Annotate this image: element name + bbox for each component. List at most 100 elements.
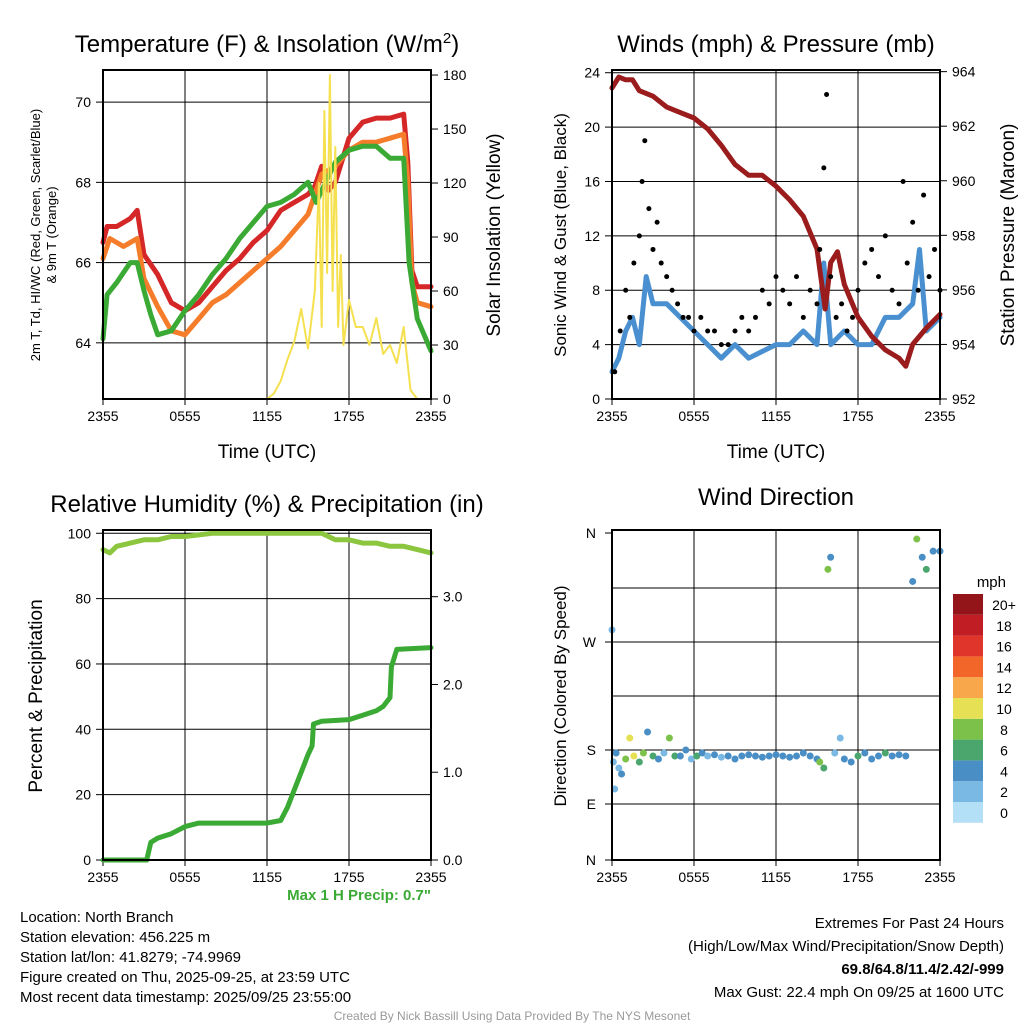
wind-direction-point <box>724 752 732 760</box>
info-elevation: Station elevation: 456.225 m <box>20 929 210 946</box>
x-tick-label: 2355 <box>415 408 446 424</box>
series-gust-point <box>746 328 752 334</box>
series-solar-insolation-line <box>102 74 432 400</box>
series-gust-point <box>759 287 765 293</box>
series-gust-point <box>821 165 827 171</box>
y-tick-label-right: 150 <box>443 121 467 137</box>
y-tick-label-left: 12 <box>584 228 600 244</box>
series-gust-point <box>780 287 786 293</box>
legend-swatch <box>953 677 983 698</box>
wind-chart-title: Winds (mph) & Pressure (mb) <box>617 31 934 58</box>
series-gust-point <box>921 192 927 198</box>
legend-swatch <box>953 594 983 615</box>
legend-swatch <box>953 614 983 636</box>
wind-direction-point <box>665 734 673 742</box>
wind-direction-point <box>779 752 787 760</box>
temp-ylabel-left2: & 9m T (Orange) <box>44 186 59 283</box>
x-tick-label: 2355 <box>596 408 627 424</box>
y-tick-label-right: 954 <box>952 336 976 352</box>
y-tick-label-left: 20 <box>75 787 91 803</box>
legend-label: 20+ <box>992 597 1016 613</box>
x-tick-label: 1755 <box>842 869 873 885</box>
y-tick-label-right: 964 <box>952 64 976 80</box>
credit: Created By Nick Bassill Using Data Provi… <box>334 1009 691 1023</box>
x-tick-label: 0555 <box>169 869 200 885</box>
x-tick-label: 1755 <box>333 869 364 885</box>
legend-label: 10 <box>996 701 1012 717</box>
x-tick-label: 1755 <box>842 408 873 424</box>
x-tick-label: 2355 <box>87 408 118 424</box>
wind-direction-point <box>772 751 780 759</box>
legend-swatch <box>953 718 983 740</box>
y-tick-label-right: 30 <box>443 337 459 353</box>
wind-direction-point <box>840 755 848 763</box>
info-created: Figure created on Thu, 2025-09-25, at 23… <box>20 969 350 986</box>
legend-label: 18 <box>996 618 1012 634</box>
series-gust-point <box>675 301 681 307</box>
series-gust-point <box>800 314 806 320</box>
wind-direction-point <box>622 755 630 763</box>
wind-direction-point <box>827 553 835 561</box>
y-tick-label-right: 2.0 <box>443 676 463 692</box>
temp-ylabel-left: 2m T, Td, HI/WC (Red, Green, Scarlet/Blu… <box>28 109 43 361</box>
wind-direction-point <box>687 755 695 763</box>
wind-direction-point <box>676 752 684 760</box>
panel-2: 2355 0555 1155 1755 23550204060801000.01.02.… <box>68 525 463 885</box>
wind-direction-point <box>758 753 766 761</box>
winddir-ylabel: Direction (Colored By Speed) <box>551 585 570 806</box>
y-tick-label-right: 956 <box>952 282 976 298</box>
wind-direction-point <box>895 751 903 759</box>
wind-direction-point <box>786 753 794 761</box>
plot-frame <box>102 69 432 400</box>
y-tick-label-right: 60 <box>443 283 459 299</box>
series-gust-point <box>824 91 830 97</box>
series-gust-point <box>654 219 660 225</box>
wind-direction-point <box>918 553 926 561</box>
series-gust-point <box>932 246 938 252</box>
wind-direction-point <box>693 752 701 760</box>
wind-direction-point <box>649 752 657 760</box>
wind-direction-point <box>704 752 712 760</box>
wind-direction-point <box>875 752 882 760</box>
series-gust-point <box>876 274 881 280</box>
wind-direction-point <box>630 752 638 760</box>
y-tick-label-right: 0.0 <box>443 852 463 868</box>
series-gust-point <box>691 328 697 334</box>
plot-frame <box>102 529 432 861</box>
legend-swatch <box>953 802 983 823</box>
y-tick-label-left: 66 <box>75 255 91 271</box>
series-gust-point <box>623 287 629 293</box>
series-gust-point <box>627 314 633 320</box>
x-tick-label: 0555 <box>169 408 200 424</box>
wind-direction-point <box>854 752 862 760</box>
series-gust-point <box>612 369 618 375</box>
y-tick-label: S <box>587 742 596 758</box>
plot-frame <box>611 69 941 400</box>
info-location: Location: North Branch <box>20 909 173 926</box>
wind-direction-point <box>824 565 832 573</box>
series-gust-point <box>900 178 906 184</box>
series-gust-point <box>855 287 861 293</box>
wind-direction-point <box>816 758 824 766</box>
series-gust-point <box>705 328 711 334</box>
wind-direction-point <box>847 758 855 766</box>
y-tick-label-left: 68 <box>75 174 91 190</box>
series-gust-point <box>753 314 758 320</box>
plot-layer: 2355 0555 1155 1755 235564666870030609012015… <box>68 64 1016 885</box>
wind-direction-point <box>698 749 706 757</box>
series-gust-point <box>828 274 834 280</box>
wind-direction-point <box>881 749 889 757</box>
y-tick-label-left: 70 <box>75 94 91 110</box>
series-gust-point <box>650 246 656 252</box>
series-gust-point <box>882 233 888 239</box>
winddir-chart-title: Wind Direction <box>698 484 854 511</box>
series-gust-point <box>636 233 642 239</box>
panel-0: 2355 0555 1155 1755 2355 64 66 68 70 0 30 60 90 120 15… <box>75 67 466 424</box>
wind-direction-point <box>752 752 759 760</box>
wind-direction-point <box>615 764 623 772</box>
series-gust-point <box>773 274 779 280</box>
y-tick-label-left: 4 <box>592 337 600 353</box>
wind-direction-point <box>626 734 634 742</box>
series-gust-point <box>862 260 868 266</box>
plot-frame <box>611 529 941 861</box>
